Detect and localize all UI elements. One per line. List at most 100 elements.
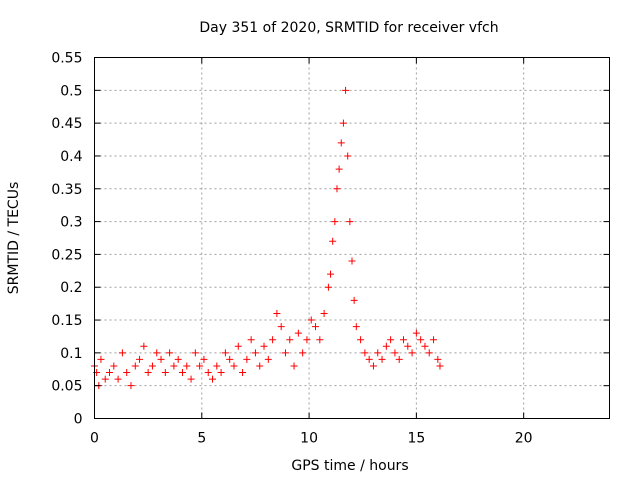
data-point <box>339 119 347 127</box>
plus-marker <box>183 362 191 370</box>
chart-title: Day 351 of 2020, SRMTID for receiver vfc… <box>199 20 498 36</box>
data-point <box>299 349 307 357</box>
data-point <box>97 355 105 363</box>
y-tick-label: 0.5 <box>60 83 82 99</box>
plus-marker <box>391 349 399 357</box>
data-point <box>183 362 191 370</box>
data-point <box>239 369 247 377</box>
plus-marker <box>417 336 425 344</box>
data-point <box>243 355 251 363</box>
plus-marker <box>369 362 377 370</box>
data-point <box>316 336 324 344</box>
data-point <box>170 362 178 370</box>
y-tick-label: 0.2 <box>60 280 82 296</box>
data-point <box>269 336 277 344</box>
x-tick-label: 0 <box>90 431 99 447</box>
data-point <box>187 375 195 383</box>
data-point <box>303 336 311 344</box>
x-tick-label: 10 <box>300 431 318 447</box>
plus-marker <box>408 349 416 357</box>
plus-marker <box>264 355 272 363</box>
data-point <box>391 349 399 357</box>
plus-marker <box>412 329 420 337</box>
data-point <box>307 316 315 324</box>
data-point <box>161 369 169 377</box>
plus-marker <box>148 362 156 370</box>
plus-marker <box>312 323 320 331</box>
plus-marker <box>200 355 208 363</box>
y-tick-label: 0 <box>74 412 83 428</box>
plus-marker <box>136 355 144 363</box>
data-point <box>421 342 429 350</box>
plus-marker <box>157 355 165 363</box>
data-point <box>226 355 234 363</box>
data-point <box>144 369 152 377</box>
plus-marker <box>97 355 105 363</box>
data-point <box>200 355 208 363</box>
plus-marker <box>140 342 148 350</box>
plus-marker <box>324 283 332 291</box>
data-point <box>136 355 144 363</box>
plus-marker <box>344 152 352 160</box>
data-point <box>324 283 332 291</box>
data-point <box>230 362 238 370</box>
plus-marker <box>342 86 350 94</box>
plus-marker <box>339 119 347 127</box>
x-tick-label: 15 <box>407 431 425 447</box>
data-point <box>417 336 425 344</box>
plus-marker <box>361 349 369 357</box>
x-tick-label: 20 <box>515 431 533 447</box>
plus-marker <box>404 342 412 350</box>
plus-marker <box>277 323 285 331</box>
plus-marker <box>350 296 358 304</box>
x-tick-label: 5 <box>197 431 206 447</box>
x-tick-labels: 0 5 10 15 20 <box>90 431 533 447</box>
data-point <box>378 355 386 363</box>
y-tick-label: 0.45 <box>51 116 82 132</box>
plus-marker <box>335 165 343 173</box>
y-tick-label: 0.3 <box>60 215 82 231</box>
x-axis-title: GPS time / hours <box>291 458 408 474</box>
plus-marker <box>395 355 403 363</box>
data-point <box>430 336 438 344</box>
data-point <box>251 349 259 357</box>
data-point <box>131 362 139 370</box>
plus-marker <box>247 336 255 344</box>
plus-marker <box>123 369 131 377</box>
data-point <box>312 323 320 331</box>
plus-marker <box>329 237 337 245</box>
data-point <box>213 362 221 370</box>
plus-marker <box>221 349 229 357</box>
data-point <box>118 349 126 357</box>
data-point <box>209 375 217 383</box>
plus-marker <box>303 336 311 344</box>
plus-marker <box>316 336 324 344</box>
data-point <box>277 323 285 331</box>
plus-marker <box>387 336 395 344</box>
data-point <box>425 349 433 357</box>
data-point <box>114 375 122 383</box>
plus-marker <box>382 342 390 350</box>
plus-marker <box>357 336 365 344</box>
data-point <box>264 355 272 363</box>
plus-marker <box>337 139 345 147</box>
data-point <box>174 355 182 363</box>
plus-marker <box>178 369 186 377</box>
data-point <box>369 362 377 370</box>
data-point <box>434 355 442 363</box>
data-point <box>374 349 382 357</box>
data-point <box>333 185 341 193</box>
data-point <box>346 218 354 226</box>
plus-marker <box>230 362 238 370</box>
axis-ticks <box>94 57 610 419</box>
data-point <box>127 382 135 390</box>
y-axis-title: SRMTID / TECUs <box>6 182 22 295</box>
data-point <box>290 362 298 370</box>
grid <box>94 57 610 419</box>
plus-marker <box>187 375 195 383</box>
data-point <box>221 349 229 357</box>
plus-marker <box>170 362 178 370</box>
plus-marker <box>243 355 251 363</box>
plus-marker <box>114 375 122 383</box>
data-point <box>217 369 225 377</box>
